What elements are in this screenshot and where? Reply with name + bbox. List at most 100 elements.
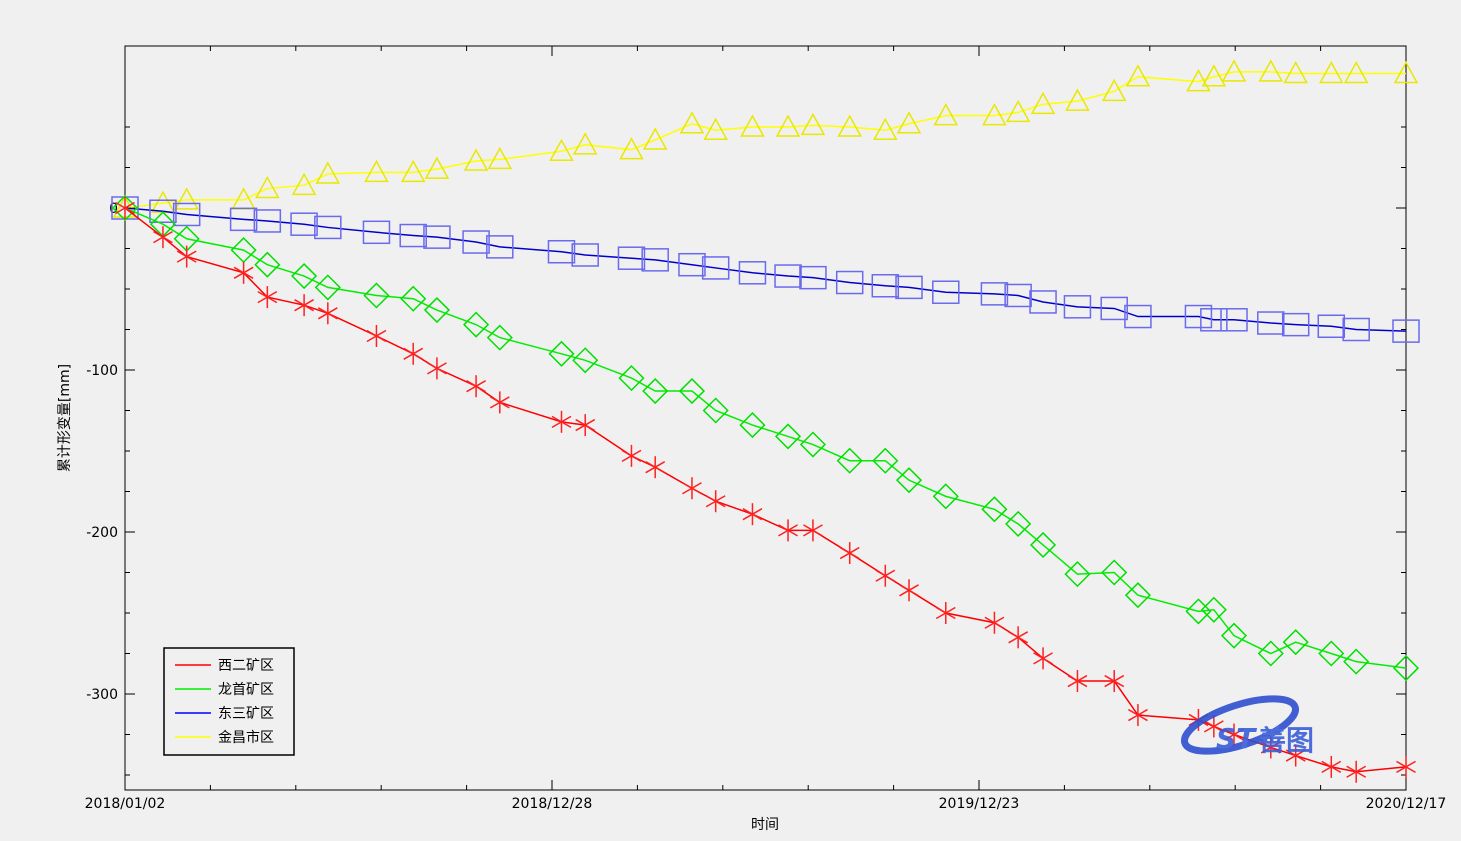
- data-point: [1321, 755, 1342, 778]
- data-point: [364, 159, 389, 183]
- data-point: [1008, 626, 1029, 649]
- data-point: [486, 235, 514, 259]
- data-point: [466, 375, 486, 398]
- data-point: [572, 347, 599, 374]
- data-point: [682, 477, 702, 500]
- data-point: [1283, 60, 1308, 84]
- data-point: [1186, 69, 1211, 92]
- data-point: [1257, 640, 1284, 667]
- data-point: [1200, 596, 1227, 623]
- data-point: [572, 132, 598, 155]
- data-point: [740, 114, 765, 137]
- data-point: [803, 519, 823, 542]
- data-point: [679, 111, 705, 134]
- data-point: [294, 294, 315, 317]
- data-point: [703, 117, 728, 140]
- data-point: [1101, 78, 1127, 102]
- data-point: [1319, 60, 1344, 84]
- x-tick-label: 2019/12/23: [939, 796, 1020, 812]
- data-point: [176, 245, 197, 268]
- data-point: [547, 239, 576, 264]
- data-point: [174, 187, 199, 210]
- data-point: [424, 156, 450, 179]
- y-tick-label: -100: [86, 363, 118, 379]
- series-3: [112, 59, 1419, 218]
- data-point: [153, 226, 173, 249]
- data-point: [778, 519, 798, 542]
- x-tick-label: 2018/01/02: [85, 796, 166, 812]
- data-point: [774, 264, 802, 288]
- data-point: [895, 275, 923, 300]
- data-point: [571, 243, 599, 267]
- data-point: [463, 148, 489, 171]
- data-point: [1396, 755, 1416, 778]
- data-point: [362, 220, 391, 245]
- data-point: [678, 377, 706, 405]
- data-point: [619, 137, 644, 160]
- data-point: [363, 282, 390, 309]
- data-point: [1317, 314, 1346, 339]
- data-point: [641, 248, 669, 272]
- data-point: [1125, 64, 1151, 87]
- x-tick-label: 2020/12/17: [1366, 796, 1447, 812]
- data-point: [1343, 60, 1369, 84]
- data-point: [1029, 290, 1057, 314]
- data-point: [701, 256, 730, 280]
- data-point: [314, 274, 341, 301]
- y-tick-label: -200: [86, 525, 118, 541]
- data-point: [1128, 704, 1148, 727]
- data-point: [489, 391, 510, 414]
- data-point: [1063, 295, 1092, 319]
- legend-label: 金昌市区: [218, 729, 274, 746]
- data-point: [1318, 640, 1345, 667]
- watermark: ST 善图: [1180, 695, 1314, 757]
- data-point: [149, 199, 177, 223]
- data-point: [1185, 598, 1212, 625]
- data-point: [255, 176, 280, 199]
- data-point: [800, 112, 826, 136]
- data-point: [315, 161, 341, 184]
- data-point: [1004, 283, 1032, 308]
- data-point: [1342, 317, 1370, 342]
- data-point: [1220, 622, 1248, 649]
- data-point: [462, 230, 490, 254]
- data-point: [172, 202, 201, 227]
- data-point: [1064, 561, 1091, 588]
- data-point: [799, 431, 827, 458]
- data-point: [621, 444, 642, 467]
- data-point: [837, 114, 862, 137]
- data-point: [1221, 59, 1247, 82]
- data-point: [836, 447, 863, 474]
- data-point: [984, 611, 1005, 634]
- data-point: [739, 412, 766, 439]
- data-point: [229, 207, 258, 232]
- data-point: [899, 579, 919, 602]
- data-point: [1200, 308, 1228, 332]
- data-point: [548, 340, 575, 367]
- legend-label: 东三矿区: [218, 706, 274, 722]
- data-point: [896, 111, 922, 134]
- data-point: [875, 564, 896, 587]
- data-point: [486, 324, 513, 351]
- data-point: [317, 302, 338, 325]
- x-tick-label: 2018/12/28: [512, 796, 593, 812]
- data-point: [775, 114, 801, 137]
- data-point: [575, 414, 596, 437]
- data-point: [617, 246, 646, 270]
- data-point: [314, 215, 342, 240]
- data-point: [427, 357, 447, 380]
- data-point: [291, 262, 318, 290]
- data-point: [705, 490, 726, 513]
- data-point: [1005, 99, 1031, 123]
- data-point: [1392, 319, 1420, 343]
- data-point: [400, 159, 426, 183]
- watermark-text: 善图: [1258, 724, 1314, 757]
- data-point: [1184, 304, 1213, 329]
- data-point: [982, 103, 1007, 126]
- data-point: [1282, 629, 1309, 656]
- data-point: [678, 252, 706, 277]
- data-point: [774, 423, 802, 450]
- data-point: [1346, 760, 1367, 783]
- data-point: [233, 261, 254, 284]
